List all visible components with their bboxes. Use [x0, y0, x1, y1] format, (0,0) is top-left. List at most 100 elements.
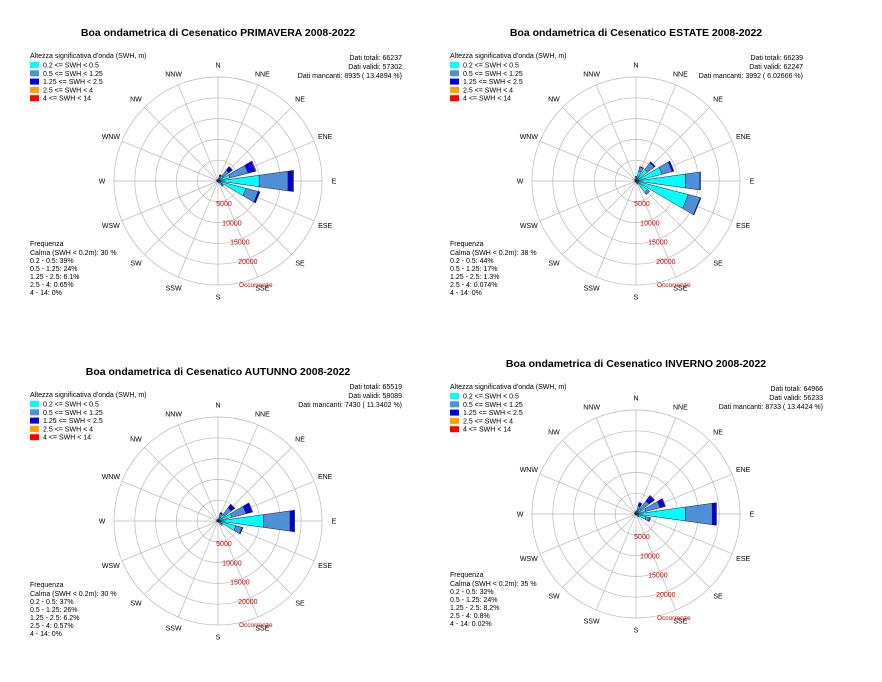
direction-label-nne: NNE — [673, 404, 688, 411]
grid-spoke — [217, 84, 259, 182]
legend-label: 0.2 <= SWH < 0.5 — [463, 63, 519, 70]
direction-label-se: SE — [713, 594, 723, 601]
direction-label-w: W — [99, 519, 106, 526]
legend-swatch — [30, 425, 39, 432]
legend-label: 0.5 <= SWH < 1.25 — [43, 71, 103, 78]
grid-spoke — [217, 424, 259, 522]
grid-spoke — [635, 513, 710, 588]
chart-title: Boa ondametrica di Cesenatico INVERNO 20… — [506, 358, 766, 370]
sector-nne-class-3 — [219, 512, 223, 514]
legend-title: Altezza significativa d'onda (SWH, m) — [30, 53, 147, 60]
direction-label-nne: NNE — [255, 71, 270, 78]
ring-tick-label: 20000 — [656, 592, 676, 599]
direction-label-s: S — [216, 635, 221, 642]
grid-spoke — [144, 180, 219, 255]
stat-line: Dati totali: 64966 — [770, 386, 823, 393]
direction-label-ne: NE — [295, 96, 305, 103]
sector-ne-class-3 — [228, 166, 233, 171]
legend-swatch — [30, 401, 39, 407]
direction-label-n: N — [633, 396, 638, 403]
grid-spoke — [595, 180, 637, 278]
sector-ne-class-3 — [649, 494, 656, 501]
direction-label-ne: NE — [713, 429, 723, 436]
frequency-line: 1.25 - 2.5: 1.3% — [450, 274, 499, 281]
direction-label-wnw: WNW — [102, 474, 121, 481]
occurrence-label: Occorrenze — [657, 282, 691, 289]
legend-swatch — [30, 86, 39, 93]
direction-label-s: S — [216, 295, 221, 302]
legend-label: 0.2 <= SWH < 0.5 — [43, 402, 99, 409]
direction-label-ne: NE — [713, 96, 723, 103]
direction-label-w: W — [517, 179, 524, 186]
direction-label-se: SE — [295, 601, 305, 608]
stat-line: Dati validi: 56233 — [769, 395, 823, 402]
stat-line: Dati mancanti: 8733 ( 13.4424 %) — [719, 404, 823, 411]
ring-tick-label: 10000 — [640, 220, 660, 227]
legend-label: 0.5 <= SWH < 1.25 — [43, 410, 103, 417]
grid-spoke — [562, 107, 637, 182]
frequency-box: Frequenza Calma (SWH < 0.2m): 30 %0.2 - 0… — [30, 582, 117, 638]
legend-swatch — [30, 434, 39, 441]
grid-spoke — [635, 417, 677, 515]
sector-e-class-2 — [287, 170, 294, 192]
legend-swatch — [450, 70, 459, 77]
direction-label-e: E — [332, 179, 337, 186]
direction-label-wnw: WNW — [520, 467, 539, 474]
grid-spoke — [144, 107, 219, 182]
direction-label-nw: NW — [130, 436, 142, 443]
frequency-line: Calma (SWH < 0.2m): 30 % — [30, 591, 117, 598]
direction-label-sw: SW — [130, 261, 142, 268]
frequency-line: Calma (SWH < 0.2m): 30 % — [30, 250, 117, 257]
frequency-line: 1.25 - 2.5: 8.2% — [450, 605, 499, 612]
ring-tick-label: 15000 — [648, 240, 668, 247]
legend-label: 4 <= SWH < 14 — [463, 96, 511, 103]
windrose-panel-inverno: Boa ondametrica di Cesenatico INVERNO 20… — [441, 341, 882, 682]
stat-line: Dati mancanti: 8935 ( 13.4894 %) — [298, 73, 402, 80]
grid-spoke — [595, 417, 637, 515]
direction-label-wnw: WNW — [102, 134, 121, 141]
stat-line: Dati totali: 65519 — [349, 384, 402, 391]
sector-nne-class-2 — [639, 166, 645, 169]
grid-spoke — [562, 440, 637, 515]
direction-label-n: N — [633, 63, 638, 70]
stat-line: Dati validi: 62247 — [749, 64, 803, 71]
sector-se-class-2 — [637, 515, 640, 518]
legend-label: 1.25 <= SWH < 2.5 — [43, 418, 103, 425]
grid-spoke — [177, 424, 219, 522]
direction-label-wsw: WSW — [520, 223, 538, 230]
frequency-line: 0.5 - 1.25: 24% — [30, 266, 77, 273]
chart-title: Boa ondametrica di Cesenatico ESTATE 200… — [510, 27, 762, 39]
sector-sse-class-1 — [636, 183, 639, 185]
sector-se-class-2 — [221, 184, 224, 187]
legend-swatch — [30, 70, 39, 77]
legend: Altezza significativa d'onda (SWH, m) 0.2… — [30, 392, 147, 442]
direction-label-ssw: SSW — [584, 619, 600, 626]
direction-label-ese: ESE — [318, 563, 332, 570]
grid-spoke — [144, 447, 219, 522]
direction-label-nw: NW — [548, 96, 560, 103]
legend-label: 2.5 <= SWH < 4 — [463, 418, 513, 425]
legend-label: 4 <= SWH < 14 — [463, 427, 511, 434]
direction-label-wnw: WNW — [520, 134, 539, 141]
direction-label-wsw: WSW — [102, 563, 120, 570]
grid-spoke — [635, 180, 710, 255]
direction-label-nnw: NNW — [583, 404, 600, 411]
ring-tick-label: 15000 — [230, 240, 250, 247]
direction-label-ene: ENE — [736, 467, 751, 474]
grid-spoke — [562, 513, 637, 588]
direction-label-se: SE — [295, 261, 305, 268]
grid-spoke — [539, 473, 637, 515]
data-stats: Dati totali: 64966 Dati validi: 56233 Dati… — [719, 386, 823, 411]
frequency-line: 4 - 14: 0% — [450, 290, 482, 297]
sector-e-class-1 — [685, 171, 701, 191]
sector-e-class-2 — [699, 171, 701, 191]
sector-ne-class-3 — [650, 161, 656, 167]
grid-spoke — [595, 513, 637, 611]
stat-line: Dati totali: 66237 — [349, 55, 402, 62]
frequency-line: 0.5 - 1.25: 17% — [450, 266, 497, 273]
legend-swatch — [450, 417, 459, 424]
ring-tick-label: 10000 — [222, 560, 242, 567]
direction-label-nne: NNE — [673, 71, 688, 78]
direction-label-ene: ENE — [318, 134, 333, 141]
occurrence-label: Occorrenze — [239, 282, 273, 289]
